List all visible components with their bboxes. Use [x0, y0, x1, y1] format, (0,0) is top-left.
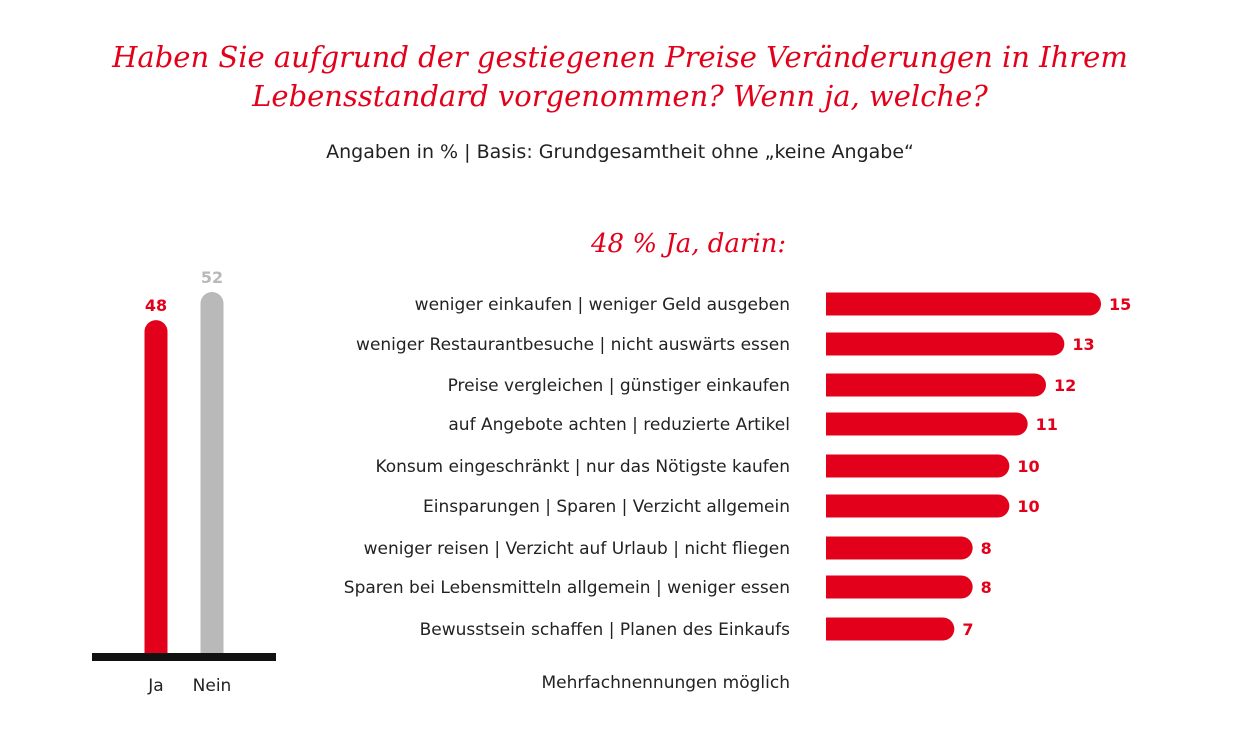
horizontal-bar: [826, 494, 1010, 518]
horizontal-bar-value-label: 12: [1054, 376, 1076, 395]
horizontal-bar-category-label: Konsum eingeschränkt | nur das Nötigste …: [375, 457, 790, 477]
vertical-chart-baseline: [92, 653, 276, 661]
chart-title: Haben Sie aufgrund der gestiegenen Preis…: [0, 38, 1240, 116]
horizontal-bar-category-label: auf Angebote achten | reduzierte Artikel: [448, 415, 790, 435]
chart-footnote: Mehrfachnennungen möglich: [541, 673, 791, 693]
horizontal-bar-value-label: 11: [1036, 415, 1058, 434]
horizontal-bar: [826, 412, 1028, 436]
horizontal-bar-category-label: weniger Restaurantbesuche | nicht auswär…: [356, 335, 790, 355]
horizontal-bar-value-label: 10: [1017, 497, 1039, 516]
vertical-bar-ja: [144, 320, 168, 657]
horizontal-bar-category-label: Einsparungen | Sparen | Verzicht allgeme…: [423, 497, 790, 517]
horizontal-bar-value-label: 7: [962, 620, 973, 639]
horizontal-bar: [826, 617, 955, 641]
horizontal-bar-category-label: weniger einkaufen | weniger Geld ausgebe…: [415, 295, 790, 315]
vertical-bar-nein: [200, 292, 224, 657]
horizontal-bar: [826, 292, 1101, 316]
chart-title-line-2: Lebensstandard vorgenommen? Wenn ja, wel…: [252, 79, 988, 113]
horizontal-bar-category-label: Preise vergleichen | günstiger einkaufen: [448, 376, 790, 396]
chart-title-line-1: Haben Sie aufgrund der gestiegenen Preis…: [112, 40, 1128, 74]
vertical-axis-category-label: Ja: [147, 676, 163, 696]
horizontal-bar: [826, 454, 1010, 478]
chart-subtitle: Angaben in % | Basis: Grundgesamtheit oh…: [326, 141, 914, 163]
horizontal-bar-value-label: 8: [981, 578, 992, 597]
horizontal-bar-value-label: 15: [1109, 295, 1131, 314]
vertical-bar-value-label: 48: [145, 296, 167, 315]
horizontal-bar-category-label: weniger reisen | Verzicht auf Urlaub | n…: [364, 539, 790, 559]
horizontal-bar-category-label: Sparen bei Lebensmitteln allgemein | wen…: [344, 578, 790, 598]
vertical-axis-category-label: Nein: [193, 676, 232, 696]
chart-subheading: 48 % Ja, darin:: [591, 229, 787, 259]
horizontal-bar-value-label: 10: [1017, 457, 1039, 476]
horizontal-bar: [826, 332, 1065, 356]
horizontal-bar-value-label: 8: [981, 539, 992, 558]
horizontal-bar: [826, 373, 1046, 397]
horizontal-bar: [826, 536, 973, 560]
horizontal-bar-category-label: Bewusstsein schaffen | Planen des Einkau…: [420, 620, 791, 640]
horizontal-bar: [826, 575, 973, 599]
horizontal-bar-value-label: 13: [1072, 335, 1094, 354]
vertical-bar-value-label: 52: [201, 268, 223, 287]
